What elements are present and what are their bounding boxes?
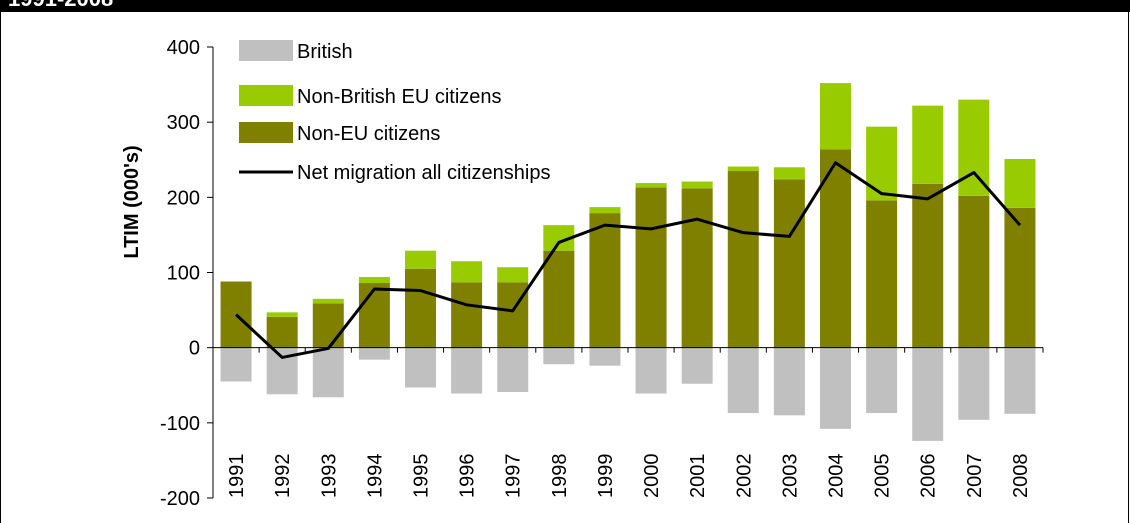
legend-label: Non-EU citizens: [297, 123, 440, 145]
bar-non-british-eu: [312, 298, 344, 304]
y-tick-label: 300: [167, 112, 200, 134]
bar-non-british-eu: [681, 181, 713, 189]
bar-non-eu: [635, 187, 667, 348]
bar-british: [405, 347, 436, 388]
bar-british: [958, 347, 990, 420]
bars-layer: [220, 83, 1036, 441]
bar-british: [866, 347, 898, 414]
legend-label: Non-British EU citizens: [297, 86, 502, 108]
bar-non-eu: [866, 200, 898, 348]
bar-non-eu: [543, 250, 575, 348]
x-tick-label: 1995: [411, 454, 433, 499]
bar-non-british-eu: [497, 267, 529, 283]
bar-non-eu: [589, 213, 621, 348]
bar-non-british-eu: [773, 167, 805, 180]
bar-non-british-eu: [589, 207, 621, 214]
bar-british: [451, 347, 483, 394]
bar-non-eu: [773, 179, 805, 348]
bar-non-british-eu: [866, 126, 898, 201]
bar-british: [312, 347, 344, 398]
chart-frame: LTIM (000's) -200 -100 0 100 200 300 400 1991 19…: [0, 12, 1129, 523]
bar-british: [1004, 347, 1036, 414]
bar-non-eu: [727, 171, 759, 348]
x-tick-label: 2005: [872, 454, 894, 499]
header-bar: 1991-2008: [0, 0, 1130, 12]
x-tick-label: 2000: [641, 454, 663, 499]
bar-non-british-eu: [1004, 158, 1036, 208]
legend-swatch: [239, 85, 293, 106]
y-tick-label: 0: [189, 338, 200, 360]
bar-non-eu: [958, 195, 990, 348]
x-tick-label: 2003: [779, 454, 801, 499]
bar-british: [543, 347, 575, 365]
line-layer: [235, 161, 1022, 359]
x-tick-label: 1991: [226, 454, 248, 499]
x-tick-label: 2001: [687, 454, 709, 499]
bar-non-eu: [451, 282, 483, 348]
bar-non-british-eu: [451, 261, 483, 283]
x-tick-label: 1998: [549, 454, 571, 499]
x-tick-label: 1996: [457, 454, 479, 499]
y-tick-label: -100: [160, 413, 200, 435]
bar-non-british-eu: [958, 99, 990, 196]
y-tick-label: 400: [167, 37, 200, 59]
y-tick-label: 200: [167, 187, 200, 209]
bar-non-british-eu: [635, 183, 667, 188]
y-axis-label: LTIM (000's): [121, 145, 143, 258]
bar-non-eu: [358, 283, 390, 348]
bar-non-british-eu: [727, 166, 759, 172]
chart-title: 1991-2008: [8, 0, 113, 11]
bar-british: [220, 347, 252, 382]
net-migration-line: [235, 161, 1022, 359]
bar-british: [589, 347, 621, 366]
bar-non-eu: [681, 188, 713, 348]
bar-non-eu: [312, 303, 344, 348]
y-tick-label: 100: [167, 263, 200, 285]
axes-layer: LTIM (000's) -200 -100 0 100 200 300 400 1991 19…: [121, 37, 1044, 510]
x-tick-label: 1994: [364, 454, 386, 499]
bar-non-eu: [1004, 207, 1036, 348]
x-tick-label: 2006: [918, 454, 940, 499]
bar-non-british-eu: [266, 312, 298, 317]
x-tick-label: 1992: [272, 454, 294, 499]
bar-british: [912, 347, 944, 441]
bar-non-british-eu: [358, 277, 390, 284]
bar-british: [727, 347, 759, 414]
bar-non-eu: [405, 268, 436, 348]
bar-british: [820, 347, 851, 429]
bar-british: [497, 347, 529, 393]
bar-british: [358, 347, 390, 360]
legend-swatch: [239, 40, 293, 61]
legend: British Non-British EU citizens Non-EU cit…: [239, 40, 550, 184]
legend-swatch: [239, 122, 293, 143]
bar-british: [773, 347, 805, 416]
y-tick-label: -200: [160, 488, 200, 510]
bar-non-eu: [266, 316, 298, 348]
legend-label: Net migration all citizenships: [297, 162, 550, 184]
bar-non-eu: [820, 149, 851, 348]
bar-non-eu: [912, 183, 944, 348]
legend-label: British: [297, 41, 353, 63]
x-tick-label: 2002: [733, 454, 755, 499]
chart: LTIM (000's) -200 -100 0 100 200 300 400 1991 19…: [121, 37, 1044, 510]
bar-british: [681, 347, 713, 384]
bar-non-british-eu: [405, 250, 436, 269]
x-tick-label: 1997: [503, 454, 525, 499]
bar-british: [635, 347, 667, 394]
bar-non-british-eu: [820, 83, 851, 150]
bar-non-british-eu: [912, 105, 944, 184]
x-tick-label: 1993: [318, 454, 340, 499]
x-tick-label: 2007: [964, 454, 986, 499]
x-tick-label: 2008: [1010, 454, 1032, 499]
x-tick-label: 2004: [826, 454, 848, 499]
x-tick-label: 1999: [595, 454, 617, 499]
